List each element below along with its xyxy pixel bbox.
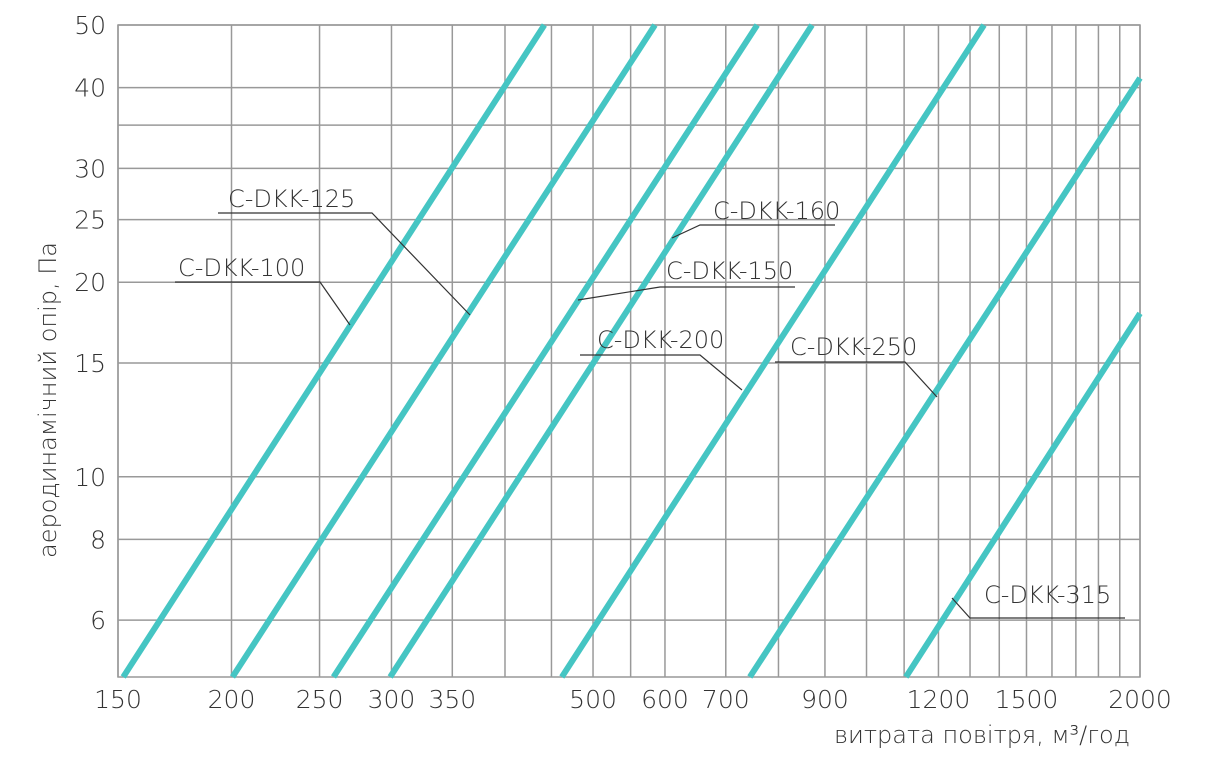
series-label: C-DKK-160 (713, 197, 840, 225)
x-tick-label: 1200 (907, 685, 971, 714)
x-tick-label: 1500 (995, 685, 1059, 714)
leaders (175, 212, 1125, 619)
y-axis-label: аеродинамічний опір, Па (34, 242, 62, 558)
x-tick-label: 2000 (1108, 685, 1172, 714)
series-line (559, 23, 987, 679)
leader-line (775, 361, 938, 398)
series-label: C-DKK-100 (178, 254, 305, 282)
y-tick-label: 8 (90, 525, 106, 554)
x-axis-label: витрата повітря, м³/год (834, 721, 1130, 749)
series-label: C-DKK-125 (228, 185, 355, 213)
y-tick-label: 10 (74, 463, 106, 492)
x-tick-label: 600 (641, 685, 689, 714)
y-tick-label: 25 (74, 206, 106, 235)
y-tick-label: 15 (74, 349, 106, 378)
series-line (747, 76, 1143, 679)
series-line (229, 23, 658, 679)
series-label: C-DKK-150 (666, 257, 793, 285)
series-label: C-DKK-200 (597, 326, 724, 354)
x-tick-label: 900 (801, 685, 849, 714)
x-tick-label: 500 (569, 685, 617, 714)
series-label: C-DKK-315 (984, 581, 1111, 609)
y-tick-label: 6 (90, 606, 106, 635)
leader-line (580, 354, 743, 391)
x-tick-label: 350 (428, 685, 476, 714)
series-line (330, 23, 760, 679)
series-line (903, 311, 1143, 679)
leader-line (218, 212, 471, 316)
x-tick-label: 200 (208, 685, 256, 714)
leader-line (671, 224, 835, 239)
series-lines (120, 23, 1143, 679)
grid (117, 24, 1141, 678)
series-label: C-DKK-250 (790, 333, 917, 361)
y-tick-label: 50 (74, 11, 106, 40)
x-tick-label: 150 (94, 685, 142, 714)
series-line (387, 23, 815, 679)
x-tick-label: 700 (702, 685, 750, 714)
leader-line (577, 286, 795, 301)
series-line (120, 23, 547, 679)
y-tick-label: 30 (74, 154, 106, 183)
x-tick-label: 300 (368, 685, 416, 714)
y-tick-label: 40 (74, 74, 106, 103)
spacer (0, 168, 2, 170)
x-tick-label: 250 (296, 685, 344, 714)
y-tick-label: 20 (74, 268, 106, 297)
leader-line (951, 597, 1125, 619)
leader-line (175, 281, 351, 326)
